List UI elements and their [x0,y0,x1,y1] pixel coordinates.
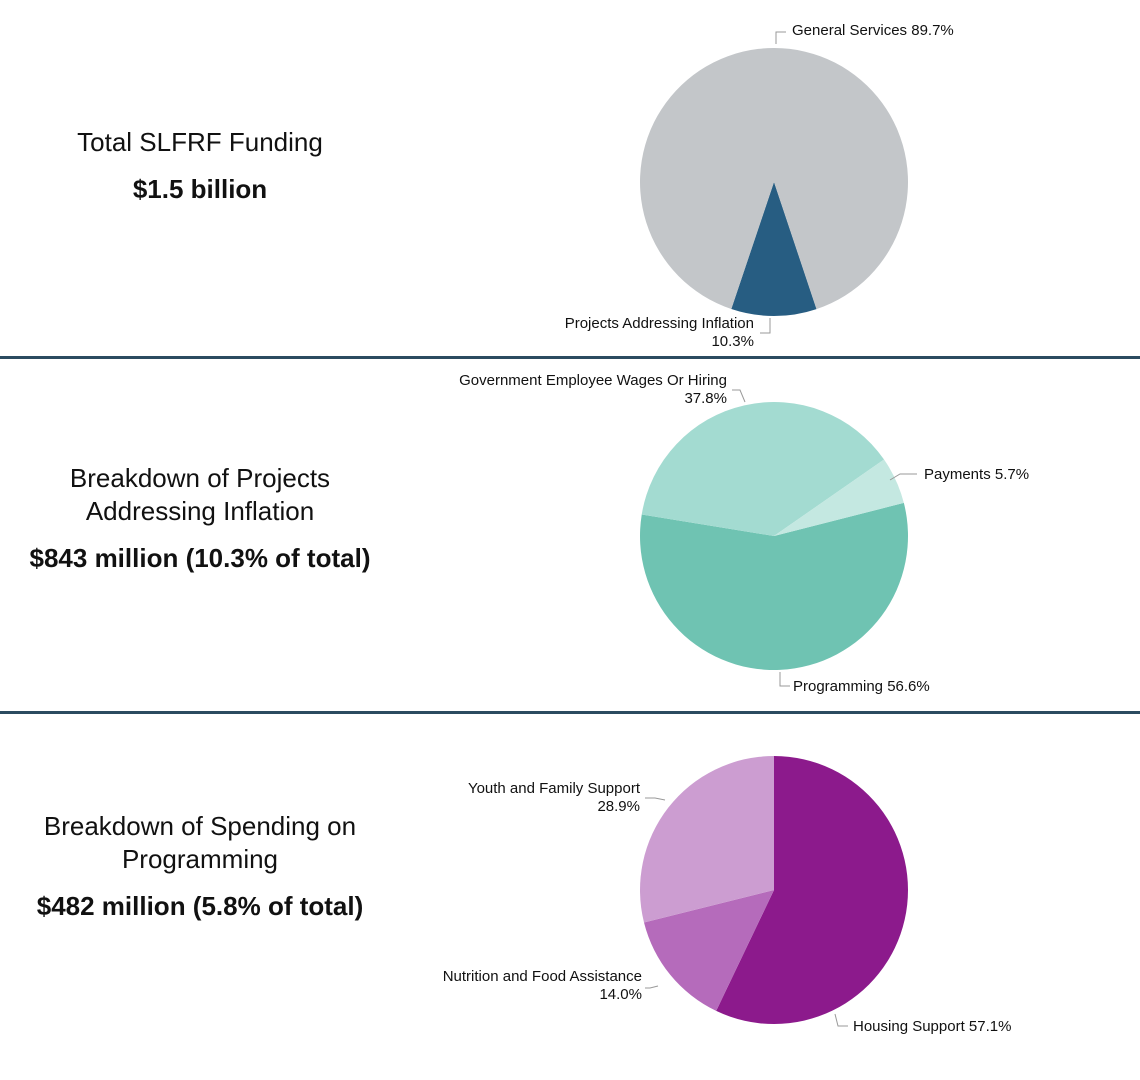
slice-label-housing-support: Housing Support 57.1% [853,1018,1012,1035]
chart-1-title: Total SLFRF Funding [0,126,400,159]
chart-1-subtitle: $1.5 billion [132,174,268,204]
pie-slice-nutrition-and-food-assistance [644,890,774,1011]
pie-slice-government-employee-wages-or-hiring [641,402,885,536]
chart-2-subtitle: $843 million (10.3% of total) [29,543,371,573]
divider-1 [0,356,1140,359]
chart-2-title: Breakdown of Projects Addressing Inflati… [0,462,400,528]
slice-label-youth-family-support: Youth and Family Support 28.9% [467,780,640,815]
divider-2 [0,711,1140,714]
leader-line [645,797,666,801]
slice-label-government-wages: Government Employee Wages Or Hiring 37.8% [459,372,727,407]
title-line: Programming [121,844,279,874]
leader-line [645,985,659,989]
slice-label-projects-addressing-inflation: Projects Addressing Inflation 10.3% [564,315,754,350]
chart-3-subtitle: $482 million (5.8% of total) [36,891,364,921]
leader-line [834,1013,848,1027]
title-line: Addressing Inflation [85,496,315,526]
leader-line [732,389,746,403]
slice-label-nutrition-food: Nutrition and Food Assistance 14.0% [442,968,642,1003]
pie-slice-youth-and-family-support [640,756,774,923]
chart-3-title: Breakdown of Spending on Programming [0,810,400,876]
slice-label-general-services: General Services 89.7% [792,22,954,39]
pie-slice-payments [774,459,904,536]
title-line: Breakdown of Projects [69,463,331,493]
leader-line [779,672,790,687]
pie-slice-programming [639,502,908,671]
title-line: Breakdown of Spending on [43,811,357,841]
slice-label-programming: Programming 56.6% [793,678,930,695]
slice-label-payments: Payments 5.7% [924,466,1030,483]
pie-slice-projects-addressing-inflation [731,182,817,316]
leader-line [775,31,786,44]
leader-line [889,473,917,481]
pie-slice-general-services [640,48,909,310]
pie-slice-housing-support [716,756,908,1024]
leader-line [760,318,771,334]
title-line: Total SLFRF Funding [77,127,323,157]
